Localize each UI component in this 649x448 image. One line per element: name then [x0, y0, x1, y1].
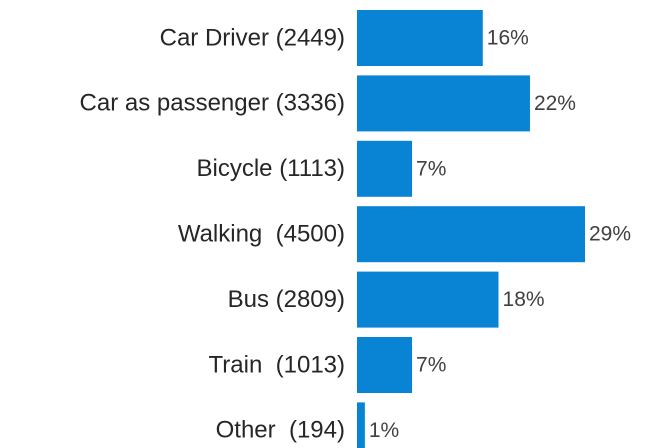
value-label: 29%	[589, 223, 631, 246]
value-label: 7%	[416, 354, 446, 377]
value-label: 16%	[487, 27, 529, 50]
value-label: 18%	[503, 288, 545, 311]
value-label: 22%	[534, 92, 576, 115]
category-label: Car as passenger (3336)	[80, 90, 345, 117]
category-label: Other (194)	[216, 417, 345, 444]
category-label: Walking (4500)	[178, 221, 345, 248]
bar	[357, 10, 483, 66]
bar	[357, 140, 413, 197]
bar	[357, 206, 585, 263]
bar	[357, 402, 365, 448]
bar	[357, 337, 413, 393]
category-label: Bus (2809)	[228, 286, 345, 313]
bar	[357, 75, 530, 132]
value-label: 7%	[416, 157, 446, 180]
category-label: Car Driver (2449)	[160, 24, 345, 51]
category-label: Bicycle (1113)	[197, 155, 346, 182]
value-label: 1%	[369, 419, 399, 442]
bar	[357, 271, 499, 328]
category-label: Train (1013)	[209, 351, 346, 378]
